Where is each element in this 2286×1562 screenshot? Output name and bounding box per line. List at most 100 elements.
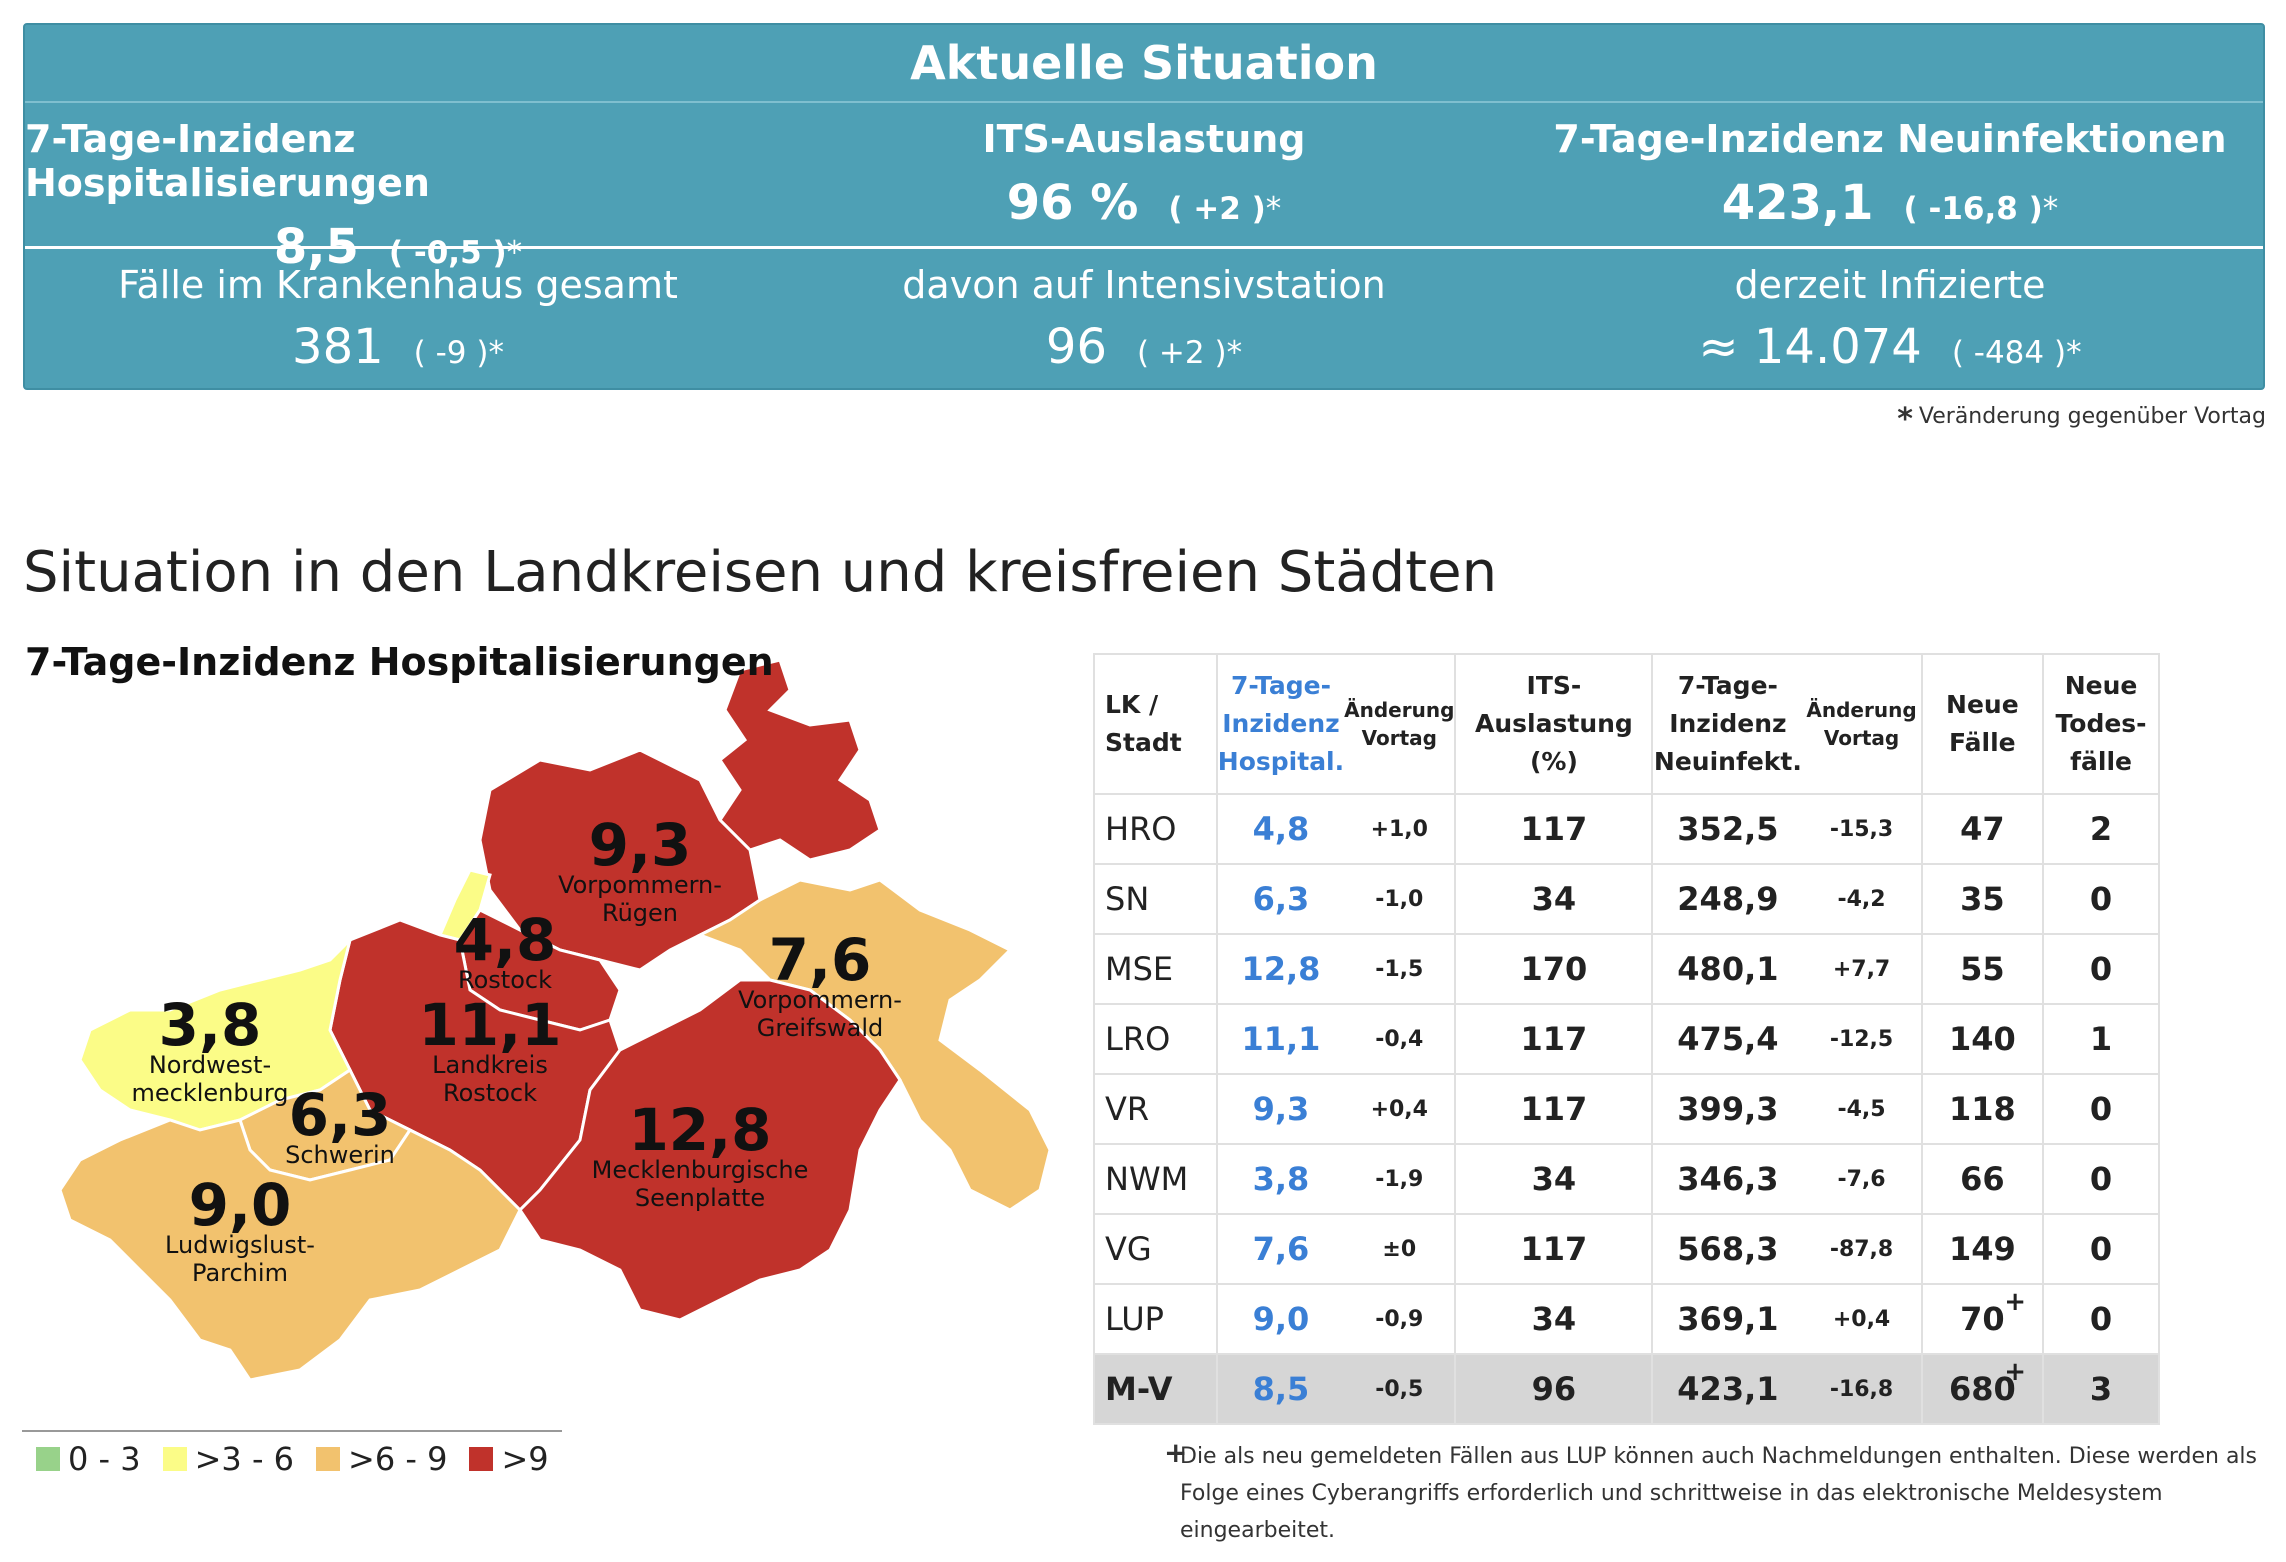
kpi-value: 96 [1045, 319, 1107, 375]
cell-incidence: 369,1 [1651, 1283, 1803, 1355]
map-legend: 0 - 3 >3 - 6 >6 - 9 >9 [36, 1440, 571, 1478]
map-label-lup-value: 9,0 [189, 1171, 292, 1239]
cell-hosp: 6,3 [1215, 863, 1345, 935]
cell-incidence: 346,3 [1651, 1143, 1803, 1215]
cell-cases: 55 [1920, 933, 2044, 1005]
table-row: VR 9,3 +0,4 117 399,3 -4,5 118 0 [1093, 1073, 2275, 1145]
cell-its: 34 [1454, 863, 1654, 935]
map-label-lup-name2: Parchim [192, 1259, 288, 1287]
cell-incidence-change: -4,5 [1802, 1073, 1923, 1145]
col-header-new-cases: Neue Fälle [1920, 653, 2044, 795]
legend-item: >6 - 9 [316, 1440, 447, 1478]
map-label-vr-name1: Vorpommern- [558, 871, 722, 899]
cell-its: 170 [1454, 933, 1654, 1005]
legend-swatch-yellow [162, 1447, 187, 1471]
map-label-nwm-name2: mecklenburg [131, 1079, 288, 1107]
cell-incidence-change: -4,2 [1802, 863, 1923, 935]
map-label-hro-value: 4,8 [454, 906, 557, 974]
kpi-change: ( -16,8 )* [1903, 191, 2059, 227]
change-footnote: * Veränderung gegenüber Vortag [1897, 402, 2266, 437]
map-label-lro-name1: Landkreis [432, 1051, 548, 1079]
legend-item: >3 - 6 [162, 1440, 294, 1478]
cell-hosp-change: ±0 [1344, 1213, 1457, 1285]
cell-hosp-change: -0,9 [1344, 1283, 1457, 1355]
cell-hosp: 3,8 [1215, 1143, 1345, 1215]
table-row: NWM 3,8 -1,9 34 346,3 -7,6 66 0 [1093, 1143, 2275, 1215]
cell-incidence: 423,1 [1651, 1353, 1803, 1425]
kpi-currently-infected: derzeit Infizierte ≈ 14.074 ( -484 )* [1517, 249, 2263, 387]
map-label-mse-name2: Seenplatte [635, 1184, 765, 1212]
col-header-district: LK / Stadt [1093, 653, 1218, 795]
cell-hosp-change: -0,4 [1344, 1003, 1457, 1075]
map-label-vg-value: 7,6 [769, 926, 872, 994]
cell-deaths: 2 [2041, 793, 2161, 865]
table-footnote: + Die als neu gemeldeten Fällen aus LUP … [1164, 1436, 2260, 1549]
cell-incidence-change: -87,8 [1802, 1213, 1923, 1285]
legend-label: 0 - 3 [68, 1440, 141, 1478]
table-header-row: LK / Stadt 7-Tage- Inzidenz Hospital. Änder… [1093, 653, 2275, 795]
col-header-hosp-incidence[interactable]: 7-Tage- Inzidenz Hospital. [1215, 653, 1345, 795]
table-row: LRO 11,1 -0,4 117 475,4 -12,5 140 1 [1093, 1003, 2275, 1075]
cell-incidence-change: +0,4 [1802, 1283, 1923, 1355]
kpi-hospital-cases: Fälle im Krankenhaus gesamt 381 ( -9 )* [25, 249, 771, 387]
legend-label: >6 - 9 [348, 1440, 448, 1478]
map-region-nwm [78, 935, 353, 1132]
kpi-value: 423,1 [1721, 175, 1874, 231]
legend-swatch-red [469, 1447, 494, 1471]
table-row: MSE 12,8 -1,5 170 480,1 +7,7 55 0 [1093, 933, 2275, 1005]
table-row: VG 7,6 ±0 117 568,3 -87,8 149 0 [1093, 1213, 2275, 1285]
cell-cases: 70 + [1920, 1283, 2044, 1355]
cell-deaths: 1 [2041, 1003, 2161, 1075]
summary-panel: Aktuelle Situation 7-Tage-Inzidenz Hospi… [23, 23, 2265, 390]
cell-incidence-change: -16,8 [1802, 1353, 1923, 1425]
cell-hosp: 11,1 [1215, 1003, 1345, 1075]
cell-deaths: 0 [2041, 863, 2161, 935]
cell-deaths: 3 [2041, 1353, 2161, 1425]
cell-cases: 47 [1920, 793, 2044, 865]
cell-incidence-change: +7,7 [1802, 933, 1923, 1005]
kpi-value: 381 [292, 319, 384, 375]
map-label-mse-value: 12,8 [628, 1096, 771, 1164]
map-label-lro-value: 11,1 [418, 991, 561, 1059]
map-label-nwm-name1: Nordwest- [149, 1051, 271, 1079]
cell-hosp: 7,6 [1215, 1213, 1345, 1285]
legend-item: >9 [469, 1440, 549, 1478]
cell-its: 96 [1454, 1353, 1654, 1425]
kpi-new-infections: 7-Tage-Inzidenz Neuinfektionen 423,1 ( -1… [1517, 103, 2263, 246]
kpi-label: 7-Tage-Inzidenz Neuinfektionen [1553, 117, 2227, 161]
map-region-ruegen-island [717, 658, 882, 862]
kpi-label: davon auf Intensivstation [902, 263, 1386, 307]
kpi-hosp-incidence: 7-Tage-Inzidenz Hospitalisierungen 8,5 ( … [25, 103, 771, 275]
cell-district: VG [1093, 1213, 1218, 1285]
map-label-lro-name2: Rostock [443, 1079, 537, 1107]
cell-hosp-change: -1,9 [1344, 1143, 1457, 1215]
cell-district: SN [1093, 863, 1218, 935]
cell-cases: 118 [1920, 1073, 2044, 1145]
cell-deaths: 0 [2041, 1213, 2161, 1285]
kpi-change: ( -9 )* [413, 335, 504, 371]
kpi-change: ( +2 )* [1136, 335, 1243, 371]
cell-hosp: 4,8 [1215, 793, 1345, 865]
kpi-its-load: ITS-Auslastung 96 % ( +2 )* [771, 103, 1517, 246]
cell-its: 117 [1454, 1073, 1654, 1145]
table-row: LUP 9,0 -0,9 34 369,1 +0,4 70 + 0 [1093, 1283, 2275, 1355]
cell-its: 117 [1454, 1003, 1654, 1075]
kpi-value: ≈ 14.074 [1698, 319, 1922, 375]
cell-hosp-change: +0,4 [1344, 1073, 1457, 1145]
cell-cases: 66 [1920, 1143, 2044, 1215]
cell-incidence: 248,9 [1651, 863, 1803, 935]
district-table: LK / Stadt 7-Tage- Inzidenz Hospital. Änder… [1093, 653, 2276, 1425]
cell-deaths: 0 [2041, 1073, 2161, 1145]
summary-top-row: 7-Tage-Inzidenz Hospitalisierungen 8,5 ( … [25, 103, 2263, 275]
cell-hosp: 12,8 [1215, 933, 1345, 1005]
kpi-icu-cases: davon auf Intensivstation 96 ( +2 )* [771, 249, 1517, 387]
cell-cases: 149 [1920, 1213, 2044, 1285]
map-label-vr-value: 9,3 [589, 811, 692, 879]
cell-hosp: 9,3 [1215, 1073, 1345, 1145]
plus-marker: + [2004, 1287, 2026, 1317]
cell-its: 117 [1454, 1213, 1654, 1285]
kpi-value: 96 % [1006, 175, 1139, 231]
col-header-new-incidence: 7-Tage- Inzidenz Neuinfekt. [1651, 653, 1803, 795]
cell-its: 34 [1454, 1143, 1654, 1215]
col-header-new-change: Änderung Vortag [1802, 653, 1923, 795]
